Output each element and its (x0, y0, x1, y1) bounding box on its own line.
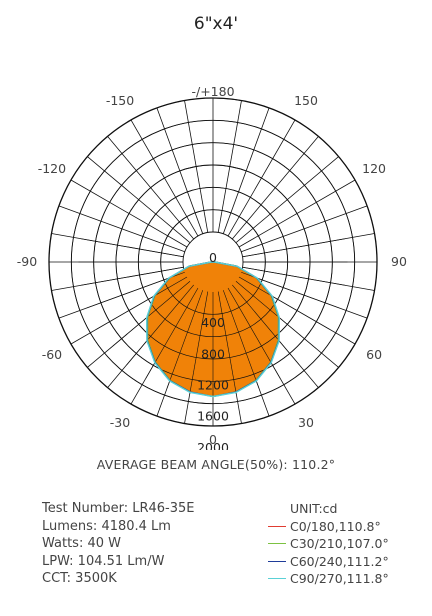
radial-label: 400 (201, 315, 225, 330)
legend-label: C60/240,111.2° (290, 553, 389, 569)
legend-swatch (268, 525, 286, 527)
lumens: Lumens: 4180.4 Lm (42, 518, 171, 534)
legend-swatch (268, 543, 286, 545)
radial-label: 0 (209, 250, 217, 265)
grid-spoke-overlay (96, 276, 188, 330)
cct: CCT: 3500K (42, 571, 117, 586)
angle-label: 30 (298, 415, 314, 430)
grid-spoke-overlay (80, 266, 184, 286)
angle-label: -120 (38, 161, 66, 176)
angle-label: -/+180 (191, 84, 234, 99)
grid-spoke-overlay (232, 284, 300, 366)
test-number: Test Number: LR46-35E (42, 501, 195, 516)
grid-spoke-overlay (242, 266, 346, 286)
legend-item-c30: C30/210,107.0° (268, 535, 389, 553)
angle-label: -60 (42, 347, 62, 362)
legend-item-c0: C0/180,110.8° (268, 518, 389, 536)
specs-block: Test Number: LR46-35E Lumens: 4180.4 Lm … (42, 500, 195, 588)
grid-spoke-overlay (242, 238, 346, 258)
beam-fill-layer (48, 97, 378, 427)
angle-label: -30 (110, 415, 130, 430)
grid-spoke-overlay (238, 276, 330, 330)
legend-item-c60: C60/240,111.2° (268, 553, 389, 571)
watts: Watts: 40 W (42, 536, 121, 551)
angle-label: 90 (391, 254, 407, 269)
grid-spoke-overlay (80, 238, 184, 258)
polar-chart: 0 30 60 90 120 150 -/+180 -150 -120 -90 -60 -30 0 400… (17, 84, 407, 450)
legend-item-c90: C90/270,111.8° (268, 570, 389, 588)
angle-label: -150 (106, 93, 134, 108)
grid-spoke-overlay (126, 284, 194, 366)
radial-label: 1200 (197, 377, 229, 392)
unit-label: UNIT:cd (290, 501, 338, 516)
label-layer: 0 30 60 90 120 150 -/+180 -150 -120 -90 -60 -30 0 400… (17, 84, 407, 450)
legend-swatch (268, 578, 286, 580)
angle-label: 0 (209, 432, 217, 447)
grid-spoke-overlay (109, 281, 191, 349)
legend: UNIT:cd C0/180,110.8° C30/210,107.0° C60… (268, 500, 389, 588)
legend-swatch (268, 560, 286, 562)
grid-spoke-overlay (189, 291, 209, 395)
legend-label: C30/210,107.0° (290, 536, 389, 551)
angle-label: 120 (362, 161, 386, 176)
beam-angle-caption: AVERAGE BEAM ANGLE(50%): 110.2° (96, 457, 336, 472)
grid-ring-overlay (70, 119, 356, 405)
angle-label: 60 (366, 347, 382, 362)
radial-label: 800 (201, 346, 225, 361)
legend-label: C0/180,110.8° (290, 518, 381, 534)
chart-title: 6"x4' (193, 14, 239, 34)
angle-label: 150 (294, 93, 318, 108)
lpw: LPW: 104.51 Lm/W (42, 553, 165, 569)
grid-spoke-overlay (217, 291, 237, 395)
grid-spoke-overlay (222, 290, 260, 389)
series-curve-3 (145, 261, 280, 398)
radial-label: 1600 (197, 409, 229, 424)
legend-label: C90/270,111.8° (290, 571, 389, 586)
grid-spoke-overlay (235, 281, 317, 349)
grid-ring-overlay (48, 97, 378, 427)
radial-label: 2000 (197, 440, 229, 450)
series-layer (145, 261, 280, 398)
grid-spoke-overlay (166, 290, 204, 389)
angle-label: -90 (17, 254, 37, 269)
